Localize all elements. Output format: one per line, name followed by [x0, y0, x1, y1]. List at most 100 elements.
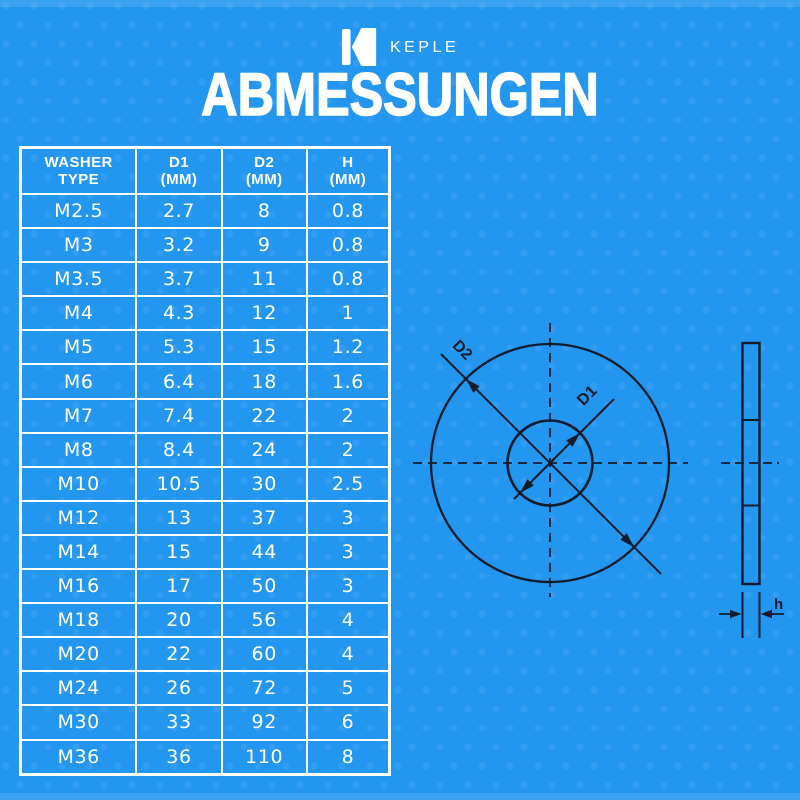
dimension-cell: 110 — [220, 738, 308, 776]
dimension-cell: 72 — [220, 670, 308, 707]
dimension-cell: 10.5 — [135, 465, 223, 502]
dimension-cell: 44 — [220, 533, 308, 571]
dimension-cell: 50 — [220, 568, 308, 605]
dimension-cell: 6 — [305, 704, 391, 741]
d2-arrowhead-upper-left — [465, 378, 480, 393]
table-row: M24 26 72 5 — [19, 670, 391, 707]
dimension-cell: 0.8 — [305, 261, 391, 298]
page-title: ABMESSUNGEN — [200, 60, 599, 129]
washer-type-cell: M20 — [19, 636, 138, 673]
washer-type-cell: M5 — [19, 329, 138, 366]
dimension-cell: 5.3 — [135, 329, 223, 366]
washer-type-cell: M36 — [19, 738, 138, 776]
table-row: M36 36 110 8 — [19, 738, 391, 776]
dimension-cell: 8 — [220, 192, 308, 230]
dimension-cell: 56 — [220, 602, 308, 639]
table-row: M14 15 44 3 — [19, 533, 391, 571]
dimension-cell: 4 — [305, 602, 391, 639]
table-row: M7 7.4 22 2 — [19, 397, 391, 434]
table-row: M4 4.3 12 1 — [19, 295, 391, 332]
dimension-cell: 1 — [305, 295, 391, 332]
d2-arrowhead-lower-right — [620, 533, 635, 548]
dimension-cell: 6.4 — [135, 363, 223, 400]
washer-table-head: WASHER TYPE D1 (MM) D2 (MM) H (MM) — [19, 146, 391, 195]
dimension-cell: 18 — [220, 363, 308, 400]
table-row: M2.5 2.7 8 0.8 — [19, 192, 391, 230]
table-row: M16 17 50 3 — [19, 568, 391, 605]
dimension-cell: 3 — [305, 499, 391, 536]
dimension-cell: 24 — [220, 431, 308, 468]
dimension-cell: 37 — [220, 499, 308, 536]
dimension-cell: 13 — [135, 499, 223, 536]
dimension-cell: 1.6 — [305, 363, 391, 400]
washer-type-cell: M7 — [19, 397, 138, 434]
washer-type-cell: M10 — [19, 465, 138, 502]
dimension-cell: 15 — [220, 329, 308, 366]
side-view-outline — [741, 341, 761, 586]
table-row: M30 33 92 6 — [19, 704, 391, 741]
dimension-cell: 3 — [305, 533, 391, 571]
washer-type-cell: M2.5 — [19, 192, 138, 230]
washer-type-cell: M12 — [19, 499, 138, 536]
d2-dimension-line — [440, 353, 662, 575]
brand-header: KEPLE — [0, 28, 800, 66]
dimension-cell: 36 — [135, 738, 223, 776]
dimension-cell: 4.3 — [135, 295, 223, 332]
dimension-cell: 7.4 — [135, 397, 223, 434]
d1-arrowhead-lower-left — [520, 479, 534, 493]
dimension-cell: 0.8 — [305, 192, 391, 230]
washer-table: WASHER TYPE D1 (MM) D2 (MM) H (MM) M2.5 2.7 8 0.8 M… — [19, 146, 391, 776]
washer-type-cell: M4 — [19, 295, 138, 332]
washer-type-cell: M6 — [19, 363, 138, 400]
top-edge-band — [0, 0, 800, 7]
dimension-cell: 4 — [305, 636, 391, 673]
dimension-cell: 3.7 — [135, 261, 223, 298]
dimension-cell: 12 — [220, 295, 308, 332]
column-header: D1 (MM) — [135, 146, 223, 195]
keple-logo-icon — [341, 28, 377, 66]
dimension-cell: 11 — [220, 261, 308, 298]
h-label: h — [774, 596, 783, 613]
dimension-cell: 2.7 — [135, 192, 223, 230]
dimension-cell: 5 — [305, 670, 391, 707]
washer-type-cell: M18 — [19, 602, 138, 639]
column-header: D2 (MM) — [220, 146, 308, 195]
brand-name: KEPLE — [389, 39, 460, 56]
h-arrowhead-right — [760, 609, 772, 619]
table-row: M3 3.2 9 0.8 — [19, 227, 391, 264]
dimension-cell: 15 — [135, 533, 223, 571]
washer-type-cell: M24 — [19, 670, 138, 707]
dimension-cell: 8.4 — [135, 431, 223, 468]
dimension-cell: 20 — [135, 602, 223, 639]
washer-type-cell: M3.5 — [19, 261, 138, 298]
bottom-edge-band — [0, 793, 800, 800]
table-row: M6 6.4 18 1.6 — [19, 363, 391, 400]
dimension-cell: 60 — [220, 636, 308, 673]
washer-type-cell: M3 — [19, 227, 138, 264]
table-row: M8 8.4 24 2 — [19, 431, 391, 468]
washer-type-cell: M8 — [19, 431, 138, 468]
table-row: M12 13 37 3 — [19, 499, 391, 536]
dimension-cell: 17 — [135, 568, 223, 605]
table-row: M5 5.3 15 1.2 — [19, 329, 391, 366]
d2-label: D2 — [449, 337, 476, 364]
column-header: WASHER TYPE — [19, 146, 138, 195]
dimension-cell: 26 — [135, 670, 223, 707]
dimension-cell: 2 — [305, 397, 391, 434]
d1-arrowhead-upper-right — [566, 433, 580, 447]
dimension-cell: 22 — [135, 636, 223, 673]
table-row: M3.5 3.7 11 0.8 — [19, 261, 391, 298]
dimension-cell: 0.8 — [305, 227, 391, 264]
dimension-cell: 30 — [220, 465, 308, 502]
washer-inner-circle — [506, 419, 594, 507]
dimension-cell: 22 — [220, 397, 308, 434]
header-row: WASHER TYPE D1 (MM) D2 (MM) H (MM) — [19, 146, 391, 195]
dimension-cell: 3.2 — [135, 227, 223, 264]
dimension-cell: 1.2 — [305, 329, 391, 366]
table-row: M18 20 56 4 — [19, 602, 391, 639]
dimension-cell: 3 — [305, 568, 391, 605]
dimension-cell: 9 — [220, 227, 308, 264]
d1-dimension-line — [513, 398, 615, 500]
washer-type-cell: M30 — [19, 704, 138, 741]
